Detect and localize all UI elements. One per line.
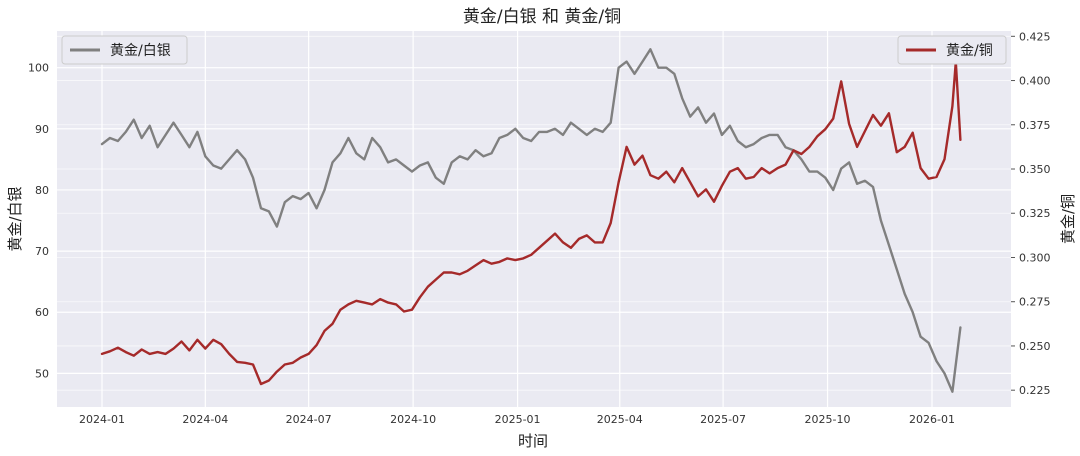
plot-area xyxy=(57,31,1011,407)
legend-left-box xyxy=(61,35,188,65)
y-axis-right-label: 黄金/铜 xyxy=(1059,194,1077,244)
series-gold-copper xyxy=(100,60,962,386)
x-axis-label: 时间 xyxy=(518,432,548,450)
legend-left-label: 黄金/白银 xyxy=(110,42,171,59)
y-left-tick-label: 60 xyxy=(35,306,49,319)
legend-right-box xyxy=(897,35,1007,65)
x-tick-label: 2024-01 xyxy=(79,413,125,426)
x-tick-label: 2024-04 xyxy=(182,413,228,426)
y-right-tick-label: 0.275 xyxy=(1019,296,1051,309)
y-axis-left-label: 黄金/白银 xyxy=(6,186,24,251)
y-right-tick-label: 0.300 xyxy=(1019,251,1051,264)
series-line xyxy=(100,48,962,393)
chart-title: 黄金/白银 和 黄金/铜 xyxy=(463,7,621,27)
y-left-tick-label: 50 xyxy=(35,367,49,380)
legend-left: 黄金/白银 xyxy=(61,35,188,65)
y-right-tick-label: 0.425 xyxy=(1019,30,1051,43)
grid xyxy=(57,31,1011,407)
x-tick-label: 2025-10 xyxy=(805,413,851,426)
y-right-tick-label: 0.400 xyxy=(1019,75,1051,88)
series-line xyxy=(100,60,962,386)
x-tick-label: 2024-07 xyxy=(286,413,332,426)
y-left-tick-label: 90 xyxy=(35,123,49,136)
x-tick-label: 2025-01 xyxy=(495,413,541,426)
x-tick-label: 2024-10 xyxy=(390,413,436,426)
y-left-tick-label: 70 xyxy=(35,245,49,258)
legend-right: 黄金/铜 xyxy=(897,35,1007,65)
axis-ticks: 50 60 70 80 90 100 0.225 0.250 0.275 0.300 0.325 0.… xyxy=(28,30,1051,426)
series-gold-silver xyxy=(100,48,962,393)
y-right-tick-label: 0.350 xyxy=(1019,163,1051,176)
y-right-tick-label: 0.225 xyxy=(1019,384,1051,397)
x-tick-label: 2026-01 xyxy=(909,413,955,426)
y-right-tick-label: 0.250 xyxy=(1019,340,1051,353)
y-left-tick-label: 100 xyxy=(28,62,49,75)
legend-right-label: 黄金/铜 xyxy=(946,42,993,59)
y-right-tick-label: 0.325 xyxy=(1019,207,1051,220)
x-tick-label: 2025-04 xyxy=(597,413,643,426)
y-right-tick-label: 0.375 xyxy=(1019,119,1051,132)
y-left-tick-label: 80 xyxy=(35,184,49,197)
x-tick-label: 2025-07 xyxy=(700,413,746,426)
